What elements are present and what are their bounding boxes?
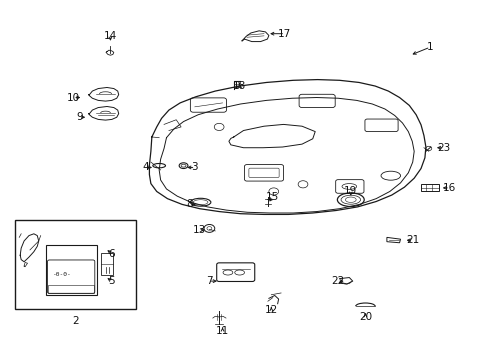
Text: 20: 20 [358,312,371,322]
Text: 4: 4 [142,162,149,172]
Text: -0-0-: -0-0- [53,272,72,277]
Text: 1: 1 [426,42,432,52]
Bar [420,184,438,192]
Text: 13: 13 [193,225,206,235]
Text: 16: 16 [442,183,455,193]
Text: 9: 9 [76,112,83,122]
Text: 11: 11 [216,325,229,336]
Text: 21: 21 [405,235,419,245]
Text: 18: 18 [232,81,246,91]
Text: 17: 17 [277,29,290,39]
Bar [48,285,94,293]
Text: 3: 3 [191,162,198,172]
Bar [15,220,136,309]
Text: 15: 15 [265,192,279,202]
Text: 7: 7 [205,276,212,286]
Bar [101,253,113,275]
Text: 8: 8 [186,199,193,210]
Text: 23: 23 [436,143,449,153]
Text: 14: 14 [103,31,117,41]
Text: 12: 12 [264,305,277,315]
Text: 5: 5 [108,276,115,286]
Text: 19: 19 [344,186,357,197]
Text: 2: 2 [72,316,79,325]
Text: 6: 6 [108,248,115,258]
Bar [45,245,97,296]
Text: 10: 10 [67,93,80,103]
Text: 22: 22 [331,276,344,286]
